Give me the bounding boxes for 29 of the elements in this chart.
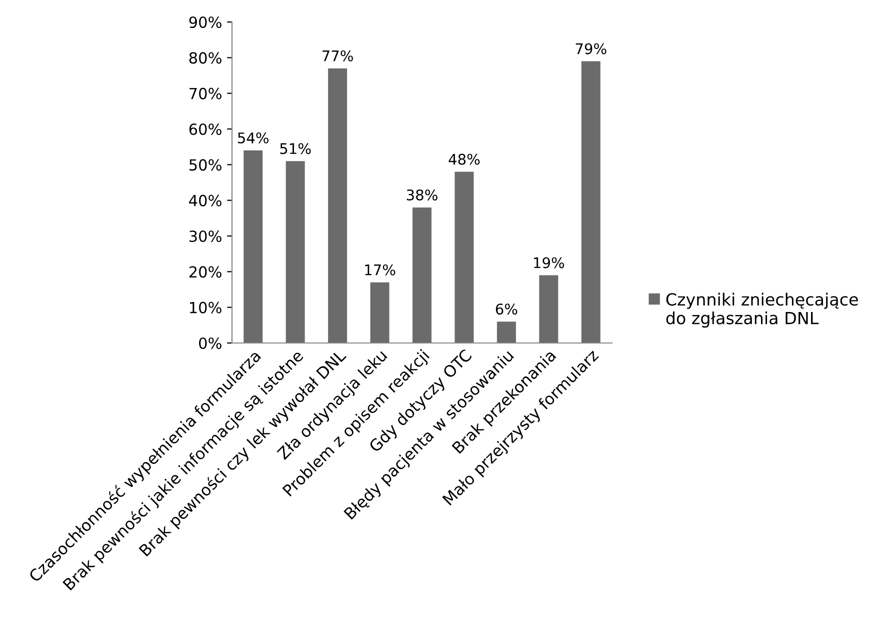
- bar: [496, 322, 516, 343]
- data-label: 51%: [280, 143, 311, 154]
- y-tick-label: 70%: [190, 88, 222, 100]
- bar: [244, 150, 263, 343]
- y-tick-label: 60%: [189, 123, 222, 136]
- data-label: 77%: [322, 50, 353, 62]
- y-tick-label: 90%: [189, 16, 222, 28]
- data-label: 6%: [496, 304, 518, 315]
- y-tick-label: 10%: [190, 302, 222, 314]
- bar: [328, 68, 348, 343]
- data-label: 38%: [406, 189, 438, 200]
- bar: [412, 207, 432, 343]
- bar: [539, 275, 558, 343]
- data-label: 79%: [576, 43, 606, 54]
- data-label: 17%: [365, 264, 396, 276]
- data-label: 19%: [534, 257, 564, 268]
- y-tick-label: 20%: [189, 266, 222, 278]
- bar: [286, 161, 305, 343]
- data-label: 48%: [448, 154, 480, 165]
- bar: [581, 61, 600, 343]
- legend-label: Czynniki zniechęcające do zgłaszania DNL: [666, 292, 858, 328]
- bar: [370, 282, 390, 343]
- y-tick-label: 40%: [189, 194, 222, 206]
- y-tick-label: 80%: [189, 52, 222, 64]
- y-tick-label: 0%: [199, 337, 222, 350]
- y-tick-label: 30%: [189, 230, 222, 242]
- data-label: 54%: [238, 132, 269, 144]
- bar: [454, 172, 474, 343]
- y-tick-label: 50%: [190, 159, 222, 171]
